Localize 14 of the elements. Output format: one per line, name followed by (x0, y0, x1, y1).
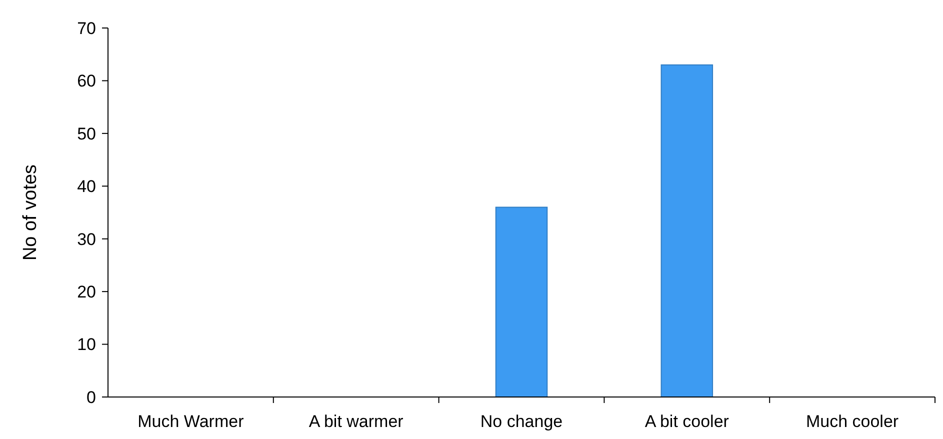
y-tick-label: 20 (77, 282, 96, 302)
y-tick-label: 30 (77, 230, 96, 249)
x-tick-label: No change (480, 412, 563, 431)
y-tick-label: 70 (77, 18, 96, 38)
x-tick-label: Much Warmer (138, 412, 244, 431)
y-tick-label: 60 (77, 72, 96, 91)
y-tick-label: 50 (77, 124, 96, 144)
y-tick-label: 10 (77, 335, 96, 354)
x-tick-label: Much cooler (806, 412, 899, 431)
y-tick-label: 40 (77, 177, 96, 196)
x-tick-label: A bit cooler (644, 412, 730, 431)
x-tick-label: A bit warmer (308, 412, 404, 431)
y-tick-label: 0 (86, 388, 96, 407)
y-axis-title: No of votes (20, 164, 41, 261)
